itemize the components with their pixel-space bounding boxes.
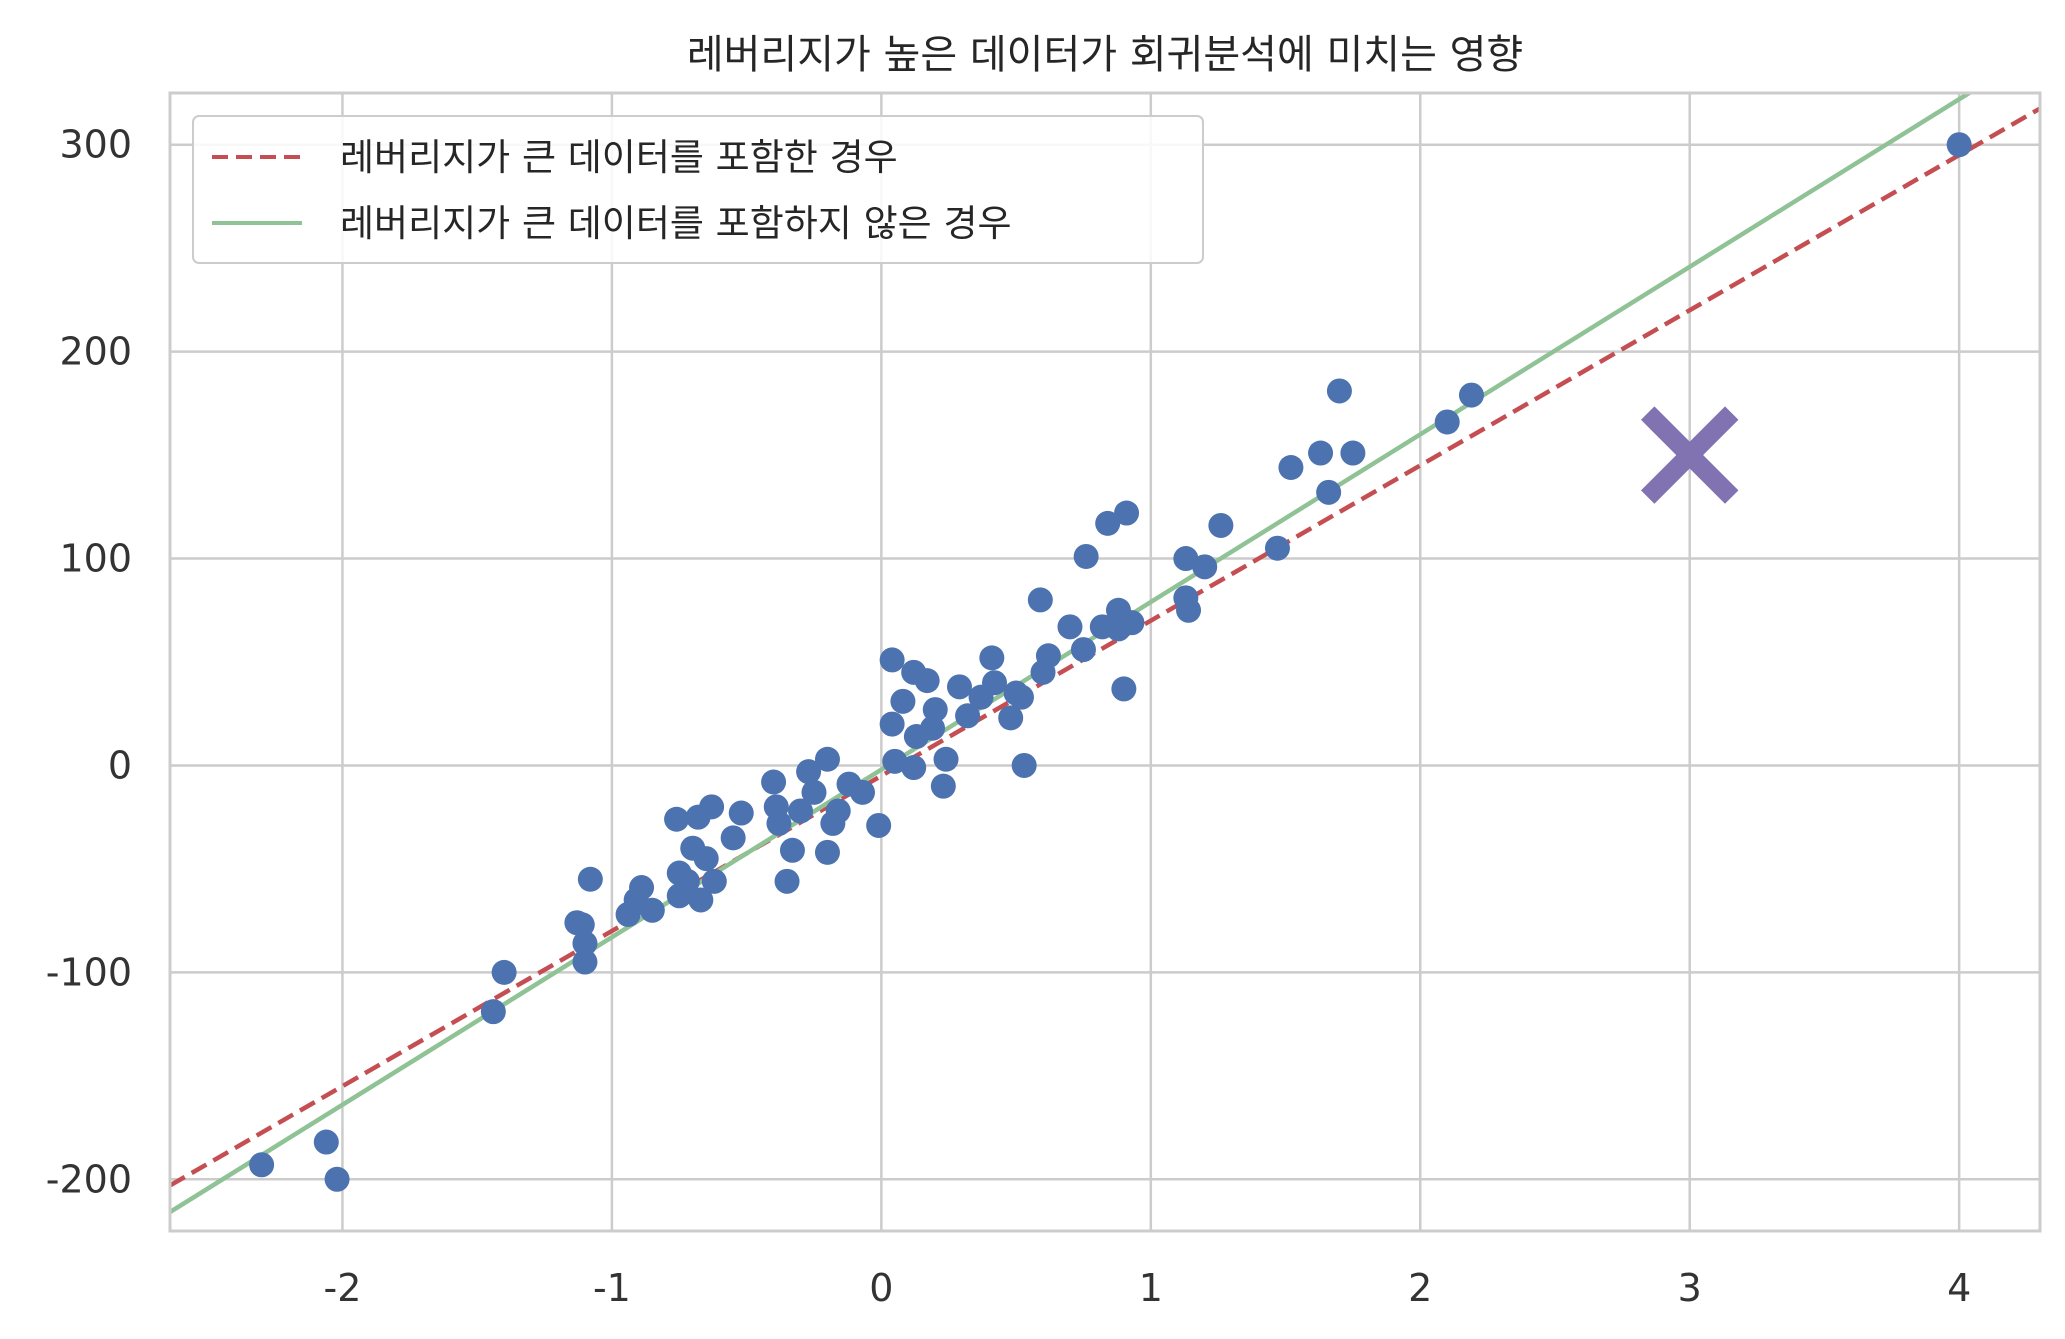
data-point — [779, 837, 805, 863]
data-point — [814, 839, 840, 865]
x-tick-label: 0 — [869, 1266, 893, 1310]
data-point — [629, 875, 655, 901]
data-point — [1458, 382, 1484, 408]
data-point — [761, 769, 787, 795]
data-point — [849, 779, 875, 805]
y-tick-label: 200 — [59, 330, 132, 374]
data-point — [688, 887, 714, 913]
data-point — [249, 1152, 275, 1178]
data-point — [955, 703, 981, 729]
y-tick-label: -100 — [46, 950, 132, 994]
data-point — [982, 670, 1008, 696]
x-tick-label: -2 — [324, 1266, 362, 1310]
data-point — [639, 897, 665, 923]
data-point — [1326, 378, 1352, 404]
x-tick-label: 4 — [1947, 1266, 1971, 1310]
data-point — [1073, 543, 1099, 569]
data-point — [693, 846, 719, 872]
leverage-x-stroke — [1640, 406, 1739, 504]
data-point — [1946, 132, 1972, 158]
regression-line-with-leverage — [170, 106, 2040, 1188]
data-point — [933, 746, 959, 772]
y-tick-label: -200 — [46, 1157, 132, 1201]
plot-area — [170, 93, 2040, 1231]
data-point — [1173, 546, 1199, 572]
data-point — [890, 688, 916, 714]
x-tick-label: 1 — [1139, 1266, 1163, 1310]
data-point — [920, 715, 946, 741]
legend-box — [192, 115, 1204, 264]
y-tick-label: 300 — [59, 123, 132, 167]
data-point — [1027, 587, 1053, 613]
data-point — [882, 748, 908, 774]
data-point — [1208, 512, 1234, 538]
data-point — [701, 868, 727, 894]
data-point — [914, 668, 940, 694]
data-point — [901, 755, 927, 781]
data-point — [728, 800, 754, 826]
data-point — [788, 798, 814, 824]
data-point — [998, 705, 1024, 731]
data-point — [699, 794, 725, 820]
y-tick-label: 100 — [59, 537, 132, 581]
y-tick-label: 0 — [108, 743, 132, 787]
data-point — [1095, 510, 1121, 536]
y-axis-ticks: -200 -100 0 100 200 300 — [46, 123, 132, 1202]
data-point — [930, 773, 956, 799]
data-point — [866, 812, 892, 838]
data-point — [946, 674, 972, 700]
data-point — [572, 930, 598, 956]
x-axis-ticks: -2 -1 0 1 2 3 4 — [324, 1266, 1972, 1310]
data-point — [1316, 479, 1342, 505]
x-tick-label: 2 — [1408, 1266, 1432, 1310]
data-point — [1057, 614, 1083, 640]
data-point — [879, 711, 905, 737]
data-point — [1070, 637, 1096, 663]
data-point — [480, 999, 506, 1025]
legend-label-with-leverage: 레버리지가 큰 데이터를 포함한 경우 — [340, 136, 898, 179]
data-point — [674, 868, 700, 894]
data-point — [825, 798, 851, 824]
data-point — [569, 912, 595, 938]
data-point — [1176, 597, 1202, 623]
data-point — [766, 810, 792, 836]
leverage-x-marker — [1640, 406, 1739, 504]
data-point — [801, 779, 827, 805]
data-point — [774, 868, 800, 894]
data-point — [814, 746, 840, 772]
data-point — [1008, 684, 1034, 710]
data-point — [796, 759, 822, 785]
data-point — [1114, 500, 1140, 526]
data-point — [979, 645, 1005, 671]
data-point — [1035, 643, 1061, 669]
chart-title: 레버리지가 높은 데이터가 회귀분석에 미치는 영향 — [687, 32, 1523, 78]
legend: 레버리지가 큰 데이터를 포함한 경우 레버리지가 큰 데이터를 포함하지 않은… — [192, 115, 1204, 264]
legend-label-without-leverage: 레버리지가 큰 데이터를 포함하지 않은 경우 — [340, 202, 1012, 245]
x-tick-label: 3 — [1678, 1266, 1702, 1310]
data-point — [1434, 409, 1460, 435]
data-point — [879, 647, 905, 673]
data-point — [720, 825, 746, 851]
data-point — [1278, 455, 1304, 481]
data-point — [664, 806, 690, 832]
data-point — [1192, 554, 1218, 580]
data-point — [1119, 610, 1145, 636]
data-point — [922, 697, 948, 723]
data-point — [324, 1166, 350, 1192]
data-point — [577, 866, 603, 892]
data-point — [1308, 440, 1334, 466]
x-tick-label: -1 — [593, 1266, 631, 1310]
data-point — [491, 959, 517, 985]
data-point — [1111, 676, 1137, 702]
data-point — [1264, 535, 1290, 561]
data-point — [572, 949, 598, 975]
data-point — [313, 1129, 339, 1155]
series — [170, 93, 2040, 1214]
data-point — [1340, 440, 1366, 466]
plot-frame — [168, 91, 2042, 1233]
data-point — [1011, 752, 1037, 778]
